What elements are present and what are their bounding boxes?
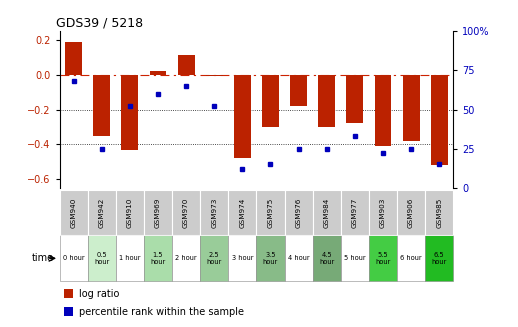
Text: 1 hour: 1 hour	[119, 255, 140, 261]
Text: GSM985: GSM985	[436, 198, 442, 228]
Text: log ratio: log ratio	[79, 288, 120, 299]
Bar	[200, 190, 228, 235]
Bar	[65, 42, 82, 75]
Text: 4.5
hour: 4.5 hour	[319, 252, 334, 265]
Bar	[347, 75, 363, 124]
Text: 2.5
hour: 2.5 hour	[207, 252, 222, 265]
Bar	[88, 190, 116, 235]
Text: time: time	[32, 253, 53, 263]
Bar	[144, 235, 172, 281]
Text: 6 hour: 6 hour	[400, 255, 422, 261]
Bar	[60, 235, 88, 281]
Bar	[200, 235, 228, 281]
Text: GSM910: GSM910	[127, 198, 133, 228]
Bar	[206, 75, 223, 77]
Bar	[121, 75, 138, 150]
Bar	[64, 307, 74, 316]
Text: 3 hour: 3 hour	[232, 255, 253, 261]
Text: GSM942: GSM942	[99, 198, 105, 228]
Bar	[256, 190, 284, 235]
Text: percentile rank within the sample: percentile rank within the sample	[79, 307, 244, 317]
Bar	[150, 71, 166, 75]
Bar	[284, 190, 313, 235]
Bar	[318, 75, 335, 127]
Bar	[60, 190, 88, 235]
Text: 0 hour: 0 hour	[63, 255, 84, 261]
Text: GSM984: GSM984	[324, 198, 330, 228]
Bar	[313, 190, 341, 235]
Bar	[284, 190, 313, 235]
Text: GSM974: GSM974	[239, 198, 246, 228]
Text: 1.5
hour: 1.5 hour	[150, 252, 166, 265]
Text: GSM976: GSM976	[296, 198, 301, 228]
Bar	[178, 56, 195, 75]
Bar	[60, 190, 88, 235]
Bar	[228, 190, 256, 235]
Bar	[172, 235, 200, 281]
Bar	[228, 190, 256, 235]
Bar	[256, 235, 284, 281]
Bar	[262, 75, 279, 127]
Bar	[116, 190, 144, 235]
Text: 4 hour: 4 hour	[288, 255, 309, 261]
Text: 6.5
hour: 6.5 hour	[431, 252, 447, 265]
Bar	[402, 75, 420, 141]
Bar	[228, 235, 256, 281]
Bar	[397, 190, 425, 235]
Text: GDS39 / 5218: GDS39 / 5218	[55, 17, 143, 30]
Text: 5 hour: 5 hour	[344, 255, 366, 261]
Bar	[144, 190, 172, 235]
Bar	[172, 190, 200, 235]
Text: GSM940: GSM940	[70, 198, 77, 228]
Bar	[341, 235, 369, 281]
Bar	[341, 190, 369, 235]
Bar	[425, 190, 453, 235]
Bar	[425, 235, 453, 281]
Text: GSM970: GSM970	[183, 198, 189, 228]
Bar	[116, 235, 144, 281]
Bar	[431, 75, 448, 165]
Bar	[290, 75, 307, 106]
Bar	[369, 190, 397, 235]
Bar	[369, 235, 397, 281]
Bar	[369, 190, 397, 235]
Bar	[200, 190, 228, 235]
Bar	[425, 190, 453, 235]
Bar	[256, 190, 284, 235]
Text: GSM977: GSM977	[352, 198, 358, 228]
Text: GSM973: GSM973	[211, 198, 217, 228]
Text: 0.5
hour: 0.5 hour	[94, 252, 109, 265]
Text: GSM903: GSM903	[380, 198, 386, 228]
Bar	[375, 75, 392, 146]
Text: GSM975: GSM975	[267, 198, 274, 228]
Bar	[234, 75, 251, 158]
Bar	[341, 190, 369, 235]
Bar	[397, 190, 425, 235]
Bar	[64, 289, 74, 298]
Bar	[284, 235, 313, 281]
Bar	[88, 190, 116, 235]
Bar	[116, 190, 144, 235]
Text: 3.5
hour: 3.5 hour	[263, 252, 278, 265]
Bar	[144, 190, 172, 235]
Text: GSM906: GSM906	[408, 198, 414, 228]
Text: 5.5
hour: 5.5 hour	[376, 252, 391, 265]
Bar	[313, 190, 341, 235]
Bar	[93, 75, 110, 136]
Bar	[172, 190, 200, 235]
Text: GSM969: GSM969	[155, 198, 161, 228]
Bar	[88, 235, 116, 281]
Bar	[313, 235, 341, 281]
Text: 2 hour: 2 hour	[175, 255, 197, 261]
Bar	[397, 235, 425, 281]
